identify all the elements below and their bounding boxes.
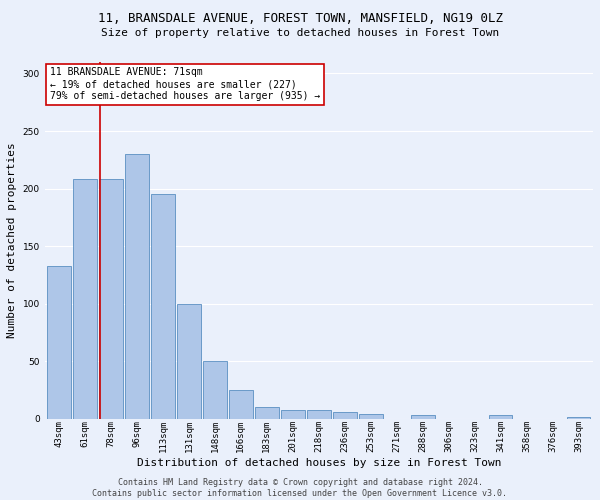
Bar [177,304,200,419]
Y-axis label: Number of detached properties: Number of detached properties [7,142,17,338]
Bar [307,410,331,419]
Bar [411,416,434,419]
Bar [281,410,305,419]
X-axis label: Distribution of detached houses by size in Forest Town: Distribution of detached houses by size … [137,458,501,468]
Bar [151,194,175,419]
Bar [489,416,512,419]
Text: 11 BRANSDALE AVENUE: 71sqm
← 19% of detached houses are smaller (227)
79% of sem: 11 BRANSDALE AVENUE: 71sqm ← 19% of deta… [50,68,320,100]
Bar [125,154,149,419]
Bar [255,408,278,419]
Bar [203,362,227,419]
Bar [333,412,356,419]
Text: Contains HM Land Registry data © Crown copyright and database right 2024.
Contai: Contains HM Land Registry data © Crown c… [92,478,508,498]
Text: 11, BRANSDALE AVENUE, FOREST TOWN, MANSFIELD, NG19 0LZ: 11, BRANSDALE AVENUE, FOREST TOWN, MANSF… [97,12,503,26]
Bar [47,266,71,419]
Bar [567,416,590,419]
Bar [359,414,383,419]
Text: Size of property relative to detached houses in Forest Town: Size of property relative to detached ho… [101,28,499,38]
Bar [99,180,122,419]
Bar [73,180,97,419]
Bar [229,390,253,419]
